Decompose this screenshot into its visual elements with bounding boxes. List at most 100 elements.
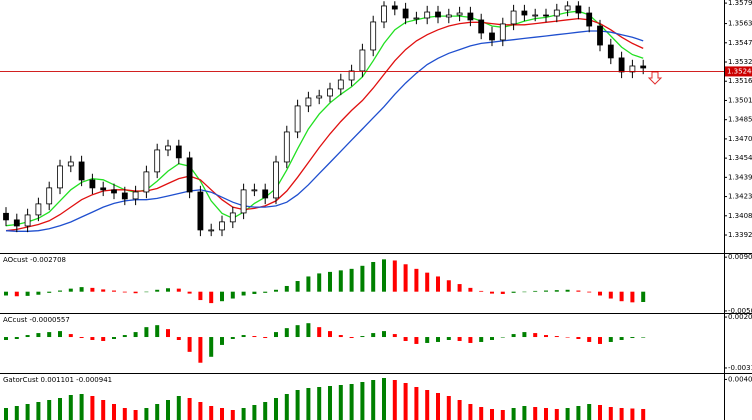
candle-body bbox=[100, 187, 107, 191]
candle-body bbox=[499, 23, 506, 41]
candle-body bbox=[629, 65, 636, 73]
candle-body bbox=[24, 214, 31, 227]
histogram-bar bbox=[522, 406, 527, 420]
histogram-bar bbox=[468, 337, 473, 343]
histogram-bar bbox=[587, 404, 592, 420]
histogram-bar bbox=[446, 280, 451, 292]
histogram-bar bbox=[47, 332, 52, 338]
y-tick-label: 1.34700 bbox=[728, 135, 752, 143]
histogram-bar bbox=[360, 336, 365, 338]
histogram-bar bbox=[349, 268, 354, 292]
candle-body bbox=[273, 161, 279, 199]
candle-body bbox=[175, 145, 182, 159]
y-tick-label: -0.0031295 bbox=[728, 364, 752, 372]
histogram-bar bbox=[479, 337, 484, 342]
histogram-bar bbox=[598, 291, 602, 296]
histogram-bar bbox=[554, 336, 559, 338]
histogram-bar bbox=[198, 337, 203, 363]
histogram-bar bbox=[284, 394, 289, 420]
histogram-bar bbox=[544, 335, 548, 338]
y-tick-label: 1.34545 bbox=[728, 154, 752, 162]
histogram-bar bbox=[58, 331, 62, 338]
histogram-bar bbox=[446, 337, 451, 340]
candle-body bbox=[586, 12, 593, 27]
histogram-bar bbox=[263, 291, 268, 293]
candle-body bbox=[294, 105, 301, 133]
histogram-bar bbox=[230, 291, 235, 299]
candle-body bbox=[67, 161, 74, 167]
histogram-bar bbox=[619, 337, 624, 340]
histogram-bar bbox=[436, 276, 440, 292]
histogram-bar bbox=[252, 336, 257, 338]
histogram-bar bbox=[533, 333, 538, 338]
histogram-bar bbox=[468, 404, 473, 420]
histogram-bar bbox=[630, 291, 635, 303]
candle-body bbox=[456, 12, 463, 16]
candle-body bbox=[348, 70, 355, 81]
histogram-bar bbox=[511, 408, 516, 420]
candle-body bbox=[543, 14, 549, 17]
histogram-bar bbox=[360, 382, 365, 420]
histogram-bar bbox=[533, 290, 538, 292]
histogram-bar bbox=[284, 285, 289, 292]
histogram-bar bbox=[79, 337, 84, 339]
candle-body bbox=[553, 9, 560, 17]
histogram-bar bbox=[414, 268, 419, 292]
histogram-bar bbox=[25, 291, 30, 296]
histogram-bar bbox=[392, 334, 397, 338]
histogram-bar bbox=[619, 291, 624, 302]
histogram-bar bbox=[198, 291, 203, 301]
histogram-bar bbox=[587, 291, 592, 293]
histogram-bar bbox=[220, 337, 224, 345]
y-tick-label: 1.34235 bbox=[728, 193, 752, 201]
candle-body bbox=[327, 88, 333, 97]
y-tick-label: 1.33925 bbox=[728, 231, 752, 239]
histogram-bar bbox=[112, 290, 116, 292]
histogram-bar bbox=[144, 327, 149, 338]
candle-body bbox=[316, 95, 323, 99]
histogram-bar bbox=[274, 398, 278, 420]
histogram-bar bbox=[328, 331, 332, 338]
histogram-bar bbox=[14, 337, 19, 340]
histogram-bar bbox=[317, 387, 322, 420]
histogram-bar bbox=[328, 386, 332, 420]
y-tick-label: 1.35795 bbox=[728, 0, 752, 7]
histogram-bar bbox=[101, 337, 106, 341]
histogram-bar bbox=[112, 337, 116, 340]
y-tick-label: 1.35320 bbox=[728, 58, 752, 66]
histogram-bar bbox=[122, 335, 127, 338]
histogram-bar bbox=[25, 335, 30, 338]
histogram-bar bbox=[144, 291, 149, 293]
candle-body bbox=[424, 11, 431, 19]
histogram-bar bbox=[241, 291, 246, 296]
histogram-bar bbox=[4, 408, 8, 420]
histogram-bar bbox=[500, 337, 505, 338]
candle-body bbox=[186, 157, 193, 193]
histogram-bar bbox=[468, 287, 473, 292]
histogram-bar bbox=[619, 408, 624, 420]
candle-body bbox=[78, 161, 85, 181]
histogram-bar bbox=[392, 380, 397, 420]
candle-body bbox=[251, 189, 258, 192]
histogram-bar bbox=[25, 404, 30, 420]
histogram-bar bbox=[457, 284, 462, 292]
histogram-bar bbox=[90, 396, 95, 420]
histogram-bar bbox=[403, 337, 408, 341]
candle-body bbox=[532, 14, 539, 17]
histogram-bar bbox=[14, 406, 19, 420]
candle-body bbox=[607, 44, 614, 59]
histogram-bar bbox=[209, 337, 214, 357]
histogram-bar bbox=[608, 291, 613, 299]
histogram-bar bbox=[630, 408, 635, 420]
price-label: 1.35244 bbox=[727, 67, 752, 75]
histogram-bar bbox=[349, 337, 354, 339]
histogram-bar bbox=[457, 337, 462, 341]
candle-body bbox=[435, 11, 441, 18]
histogram-bar bbox=[230, 337, 235, 340]
y-tick-label: 1.35010 bbox=[728, 96, 752, 104]
histogram-bar bbox=[328, 271, 332, 292]
histogram-bar bbox=[155, 404, 160, 420]
histogram-bar bbox=[306, 323, 311, 338]
histogram-bar bbox=[36, 333, 41, 338]
